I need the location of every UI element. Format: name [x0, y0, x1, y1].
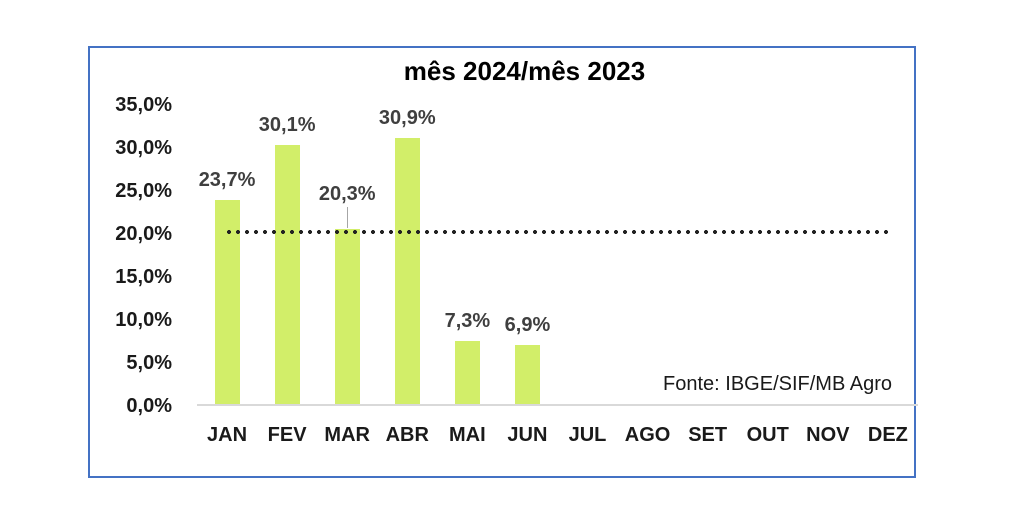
data-label-mai: 7,3%	[444, 310, 491, 333]
bar-jun	[514, 344, 540, 404]
x-axis-label-set: SET	[688, 424, 728, 446]
data-label-jun: 6,9%	[504, 313, 551, 336]
x-axis-label-fev: FEV	[267, 424, 307, 446]
x-axis-label-abr: ABR	[385, 424, 429, 446]
bar-jan	[214, 200, 240, 404]
chart-title: mês 2024/mês 2023	[403, 56, 646, 86]
bar-abr	[394, 138, 420, 404]
y-tick-label: 20,0%	[115, 223, 172, 245]
bar-fev	[274, 145, 300, 404]
y-tick-label: 0,0%	[126, 395, 172, 417]
source-note: Fonte: IBGE/SIF/MB Agro	[663, 373, 892, 395]
data-label-mar: 20,3%	[318, 183, 376, 206]
x-axis-label-nov: NOV	[806, 424, 850, 446]
x-axis-label-jul: JUL	[568, 424, 607, 446]
x-axis-label-jan: JAN	[207, 424, 248, 446]
x-axis-label-out: OUT	[746, 424, 789, 446]
data-label-fev: 30,1%	[258, 114, 316, 137]
bar-mar	[334, 229, 360, 404]
x-axis-label-mai: MAI	[449, 424, 486, 446]
data-label-jan: 23,7%	[198, 169, 256, 192]
bar-mai	[454, 341, 480, 404]
plot-area: Fonte: IBGE/SIF/MB Agro 23,7% 30,1% 20,3% 3…	[197, 105, 918, 406]
y-tick-label: 30,0%	[115, 137, 172, 159]
label-leader-line	[346, 207, 348, 229]
y-tick-label: 25,0%	[115, 180, 172, 202]
x-axis-label-dez: DEZ	[867, 424, 908, 446]
x-axis-label-jun: JUN	[507, 424, 548, 446]
chart-frame: mês 2024/mês 2023 35,0% 30,0% 25,0% 20,0% 15…	[88, 46, 918, 478]
y-tick-label: 35,0%	[115, 94, 172, 116]
y-tick-label: 10,0%	[115, 309, 172, 331]
x-axis: JAN FEV MAR ABR MAI JUN JUL AGO SET OUT NOV DEZ	[197, 422, 918, 448]
reference-line-20pct	[227, 230, 888, 234]
x-axis-label-mar: MAR	[324, 424, 370, 446]
y-axis: 35,0% 30,0% 25,0% 20,0% 15,0% 10,0% 5,0% 0,0%	[90, 48, 172, 476]
y-tick-label: 15,0%	[115, 266, 172, 288]
x-axis-label-ago: AGO	[624, 424, 671, 446]
data-label-abr: 30,9%	[378, 107, 436, 130]
y-tick-label: 5,0%	[126, 352, 172, 374]
